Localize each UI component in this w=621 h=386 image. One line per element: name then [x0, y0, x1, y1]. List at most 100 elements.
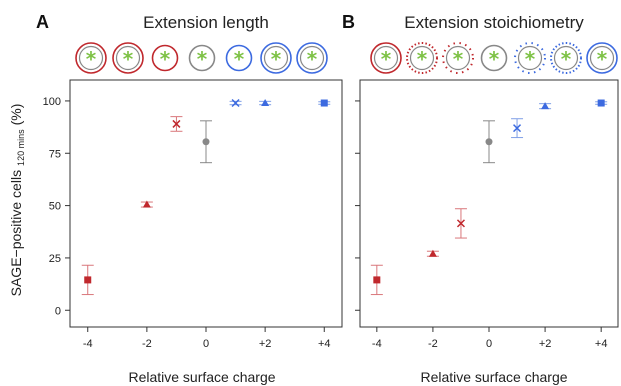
star-icon: * [597, 47, 608, 71]
panel-b: B Extension stoichiometry * * * * * * * -4 -2 0 +… [342, 12, 619, 385]
particle-outer-ring [75, 42, 107, 74]
panel-b-data-point [539, 102, 552, 110]
particle-inner-ring [78, 45, 104, 71]
panel-a-data-point [259, 99, 272, 107]
panel-b-particle-icon: * [514, 42, 546, 74]
particle-ring [225, 44, 253, 72]
particle-outer-ring [370, 42, 402, 74]
panel-a-data-marks [81, 98, 331, 296]
panel-a-y-tick-label: 50 [49, 201, 61, 213]
panel-a-particle-icon: * [112, 42, 144, 74]
panel-b-data-point [483, 120, 495, 164]
panel-a-legend-icons: * * * * * * * [75, 42, 328, 74]
y-axis-label-unit: (%) [8, 104, 24, 126]
panel-b-x-axis-label: Relative surface charge [420, 369, 567, 385]
panel-a-x-tick-label: 0 [203, 338, 209, 350]
star-icon: * [489, 47, 500, 71]
square-marker [597, 99, 605, 107]
panel-b-data-point [595, 99, 608, 107]
x-marker-stroke [231, 98, 240, 108]
triangle-marker [261, 99, 270, 107]
panel-a-title: Extension length [143, 13, 269, 32]
panel-a-particle-icon: * [225, 44, 253, 72]
panel-a-x-axis-label: Relative surface charge [128, 369, 275, 385]
circle-marker [202, 138, 210, 146]
particle-ring [151, 44, 179, 72]
particle-core-ring [553, 45, 579, 71]
particle-outer-ring [586, 42, 618, 74]
panel-b-data-point [454, 208, 467, 239]
panel-b-plot-frame [359, 79, 619, 328]
panel-a-y-tick-label: 25 [49, 253, 61, 265]
particle-core-ring [517, 45, 543, 71]
panel-a-x-tick-label: -2 [142, 338, 152, 350]
particle-inner-ring [589, 45, 615, 71]
panel-a-x-tick-label: +4 [318, 338, 331, 350]
panel-b-data-point [370, 264, 383, 296]
particle-inner-ring [115, 45, 141, 71]
x-marker-stroke [172, 119, 181, 128]
panel-b-particle-icon: * [406, 42, 438, 74]
panel-a-particle-icon: * [296, 42, 328, 74]
particle-ring [480, 44, 508, 72]
particle-core-ring [409, 45, 435, 71]
panel-a-data-point [318, 99, 331, 107]
particle-inner-ring [263, 45, 289, 71]
panel-b-y-axis [355, 100, 360, 311]
particle-outer-ring [260, 42, 292, 74]
panel-b-x-tick-label: -4 [372, 338, 382, 350]
circle-marker [485, 138, 493, 146]
x-marker-stroke [456, 219, 465, 228]
panel-b-data-point [511, 118, 524, 139]
star-icon: * [417, 47, 428, 71]
panel-b-particle-icon: * [550, 42, 582, 74]
panel-a-y-tick-label: 100 [43, 96, 61, 108]
star-icon: * [234, 47, 245, 71]
panel-a-x-tick-label: -4 [83, 338, 93, 350]
square-marker [373, 276, 381, 284]
panel-b-x-tick-label: -2 [428, 338, 438, 350]
panel-a-y-tick-label: 75 [49, 148, 61, 160]
triangle-marker [541, 102, 550, 110]
panel-b-particle-icon: * [586, 42, 618, 74]
particle-outer-ring [112, 42, 144, 74]
panel-a-x-axis: -4 -2 0 +2 +4 [83, 327, 331, 350]
panel-b-title: Extension stoichiometry [404, 13, 584, 32]
star-icon: * [561, 47, 572, 71]
panel-a-data-point [140, 200, 153, 208]
panel-a-data-point [200, 120, 212, 164]
panel-a-particle-icon: * [151, 44, 179, 72]
panel-b-x-tick-label: +4 [595, 338, 608, 350]
star-icon: * [453, 47, 464, 71]
square-marker [320, 99, 328, 107]
panel-b-x-axis: -4 -2 0 +2 +4 [372, 327, 608, 350]
star-icon: * [271, 47, 282, 71]
star-icon: * [381, 47, 392, 71]
panel-a-y-axis: 0 25 50 75 100 [43, 96, 70, 317]
particle-dotted-ring [406, 42, 438, 74]
panel-a-y-tick-label: 0 [55, 305, 61, 317]
particle-inner-ring [299, 45, 325, 71]
particle-dotted-ring [514, 42, 546, 74]
star-icon: * [307, 47, 318, 71]
panel-b-particle-icon: * [480, 44, 508, 72]
particle-outer-ring [296, 42, 328, 74]
panel-b-letter: B [342, 12, 355, 32]
star-icon: * [86, 47, 97, 71]
triangle-marker [142, 200, 151, 208]
panel-a-plot-frame [69, 79, 343, 328]
triangle-marker [428, 249, 437, 257]
x-marker-stroke [513, 124, 522, 133]
panel-a: A Extension length * * * * * * * 0 25 50 75 100 -4… [36, 12, 343, 385]
panel-a-letter: A [36, 12, 49, 32]
panel-b-x-tick-label: +2 [539, 338, 552, 350]
panel-a-particle-icon: * [75, 42, 107, 74]
y-axis-label-main: SAGE−positive cells [8, 170, 24, 296]
panel-a-particle-icon: * [188, 44, 216, 72]
panel-a-data-point [81, 264, 94, 296]
panel-b-particle-icon: * [370, 42, 402, 74]
panel-b-data-point [426, 249, 439, 257]
particle-ring [188, 44, 216, 72]
square-marker [84, 276, 92, 284]
